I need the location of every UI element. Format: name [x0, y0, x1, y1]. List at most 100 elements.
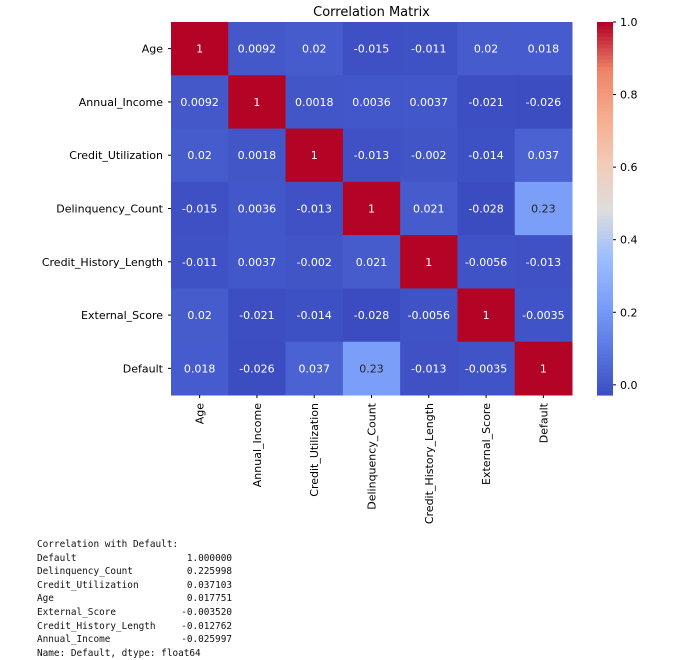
- cell-label: 0.02: [187, 309, 212, 322]
- heatmap-cell: [514, 128, 573, 183]
- row-value: 0.225998: [186, 566, 232, 578]
- cell-label: -0.013: [296, 203, 331, 216]
- heatmap-cell: [228, 75, 287, 130]
- heatmap-cell: [514, 181, 573, 236]
- cell-label: -0.0056: [465, 256, 507, 269]
- colorbar-segment: [597, 148, 613, 154]
- row-value: -0.012762: [181, 620, 232, 632]
- x-tick-label: Age: [194, 403, 207, 425]
- console-header: Correlation with Default:: [37, 539, 179, 550]
- heatmap-cell: [514, 288, 573, 343]
- heatmap-cell: [457, 75, 516, 130]
- colorbar-segment: [597, 376, 613, 381]
- heatmap-cell: [514, 341, 573, 396]
- x-tick-label: Credit_History_Length: [423, 403, 436, 524]
- x-tick-label: Credit_Utilization: [308, 403, 321, 497]
- colorbar-segment: [597, 271, 613, 277]
- colorbar-segment: [597, 130, 613, 135]
- colorbar-segment: [597, 368, 613, 374]
- cell-label: 1: [253, 96, 260, 109]
- cell-label: 1: [540, 362, 547, 375]
- colorbar-segment: [597, 215, 613, 221]
- colorbar-segment: [597, 77, 613, 83]
- cell-label: 0.02: [302, 43, 327, 56]
- colorbar-segment: [597, 320, 613, 325]
- colorbar-segment: [597, 383, 613, 389]
- colorbar-segment: [597, 208, 613, 213]
- cell-label: -0.013: [526, 256, 561, 269]
- heatmap-cell: [342, 181, 401, 236]
- colorbar-segment: [597, 89, 613, 94]
- colorbar-segment: [597, 44, 613, 49]
- colorbar-segment: [597, 193, 613, 198]
- heatmap-cell: [457, 181, 516, 236]
- colorbar-segment: [597, 118, 613, 124]
- cell-label: -0.0056: [408, 309, 450, 322]
- cell-label: 0.23: [531, 203, 556, 216]
- colorbar-segment: [597, 174, 613, 180]
- colorbar-tick-label: 0.2: [620, 306, 638, 319]
- colorbar-segment: [597, 29, 613, 34]
- colorbar-segment: [597, 96, 613, 101]
- colorbar-segment: [597, 63, 613, 68]
- heatmap-cell: [285, 181, 344, 236]
- colorbar-segment: [597, 22, 613, 27]
- colorbar-segment: [597, 204, 613, 210]
- x-tick-label: Default: [537, 402, 550, 443]
- cell-label: 0.0037: [410, 96, 449, 109]
- cell-label: 0.0092: [180, 96, 219, 109]
- heatmap-cell: [171, 288, 229, 343]
- cell-label: -0.028: [354, 309, 389, 322]
- heatmap-cell: [400, 288, 458, 343]
- colorbar-segment: [597, 234, 613, 239]
- heatmap-cell: [285, 128, 344, 183]
- row-name: Delinquency_Count: [37, 566, 133, 578]
- colorbar-segment: [597, 372, 613, 377]
- colorbar-segment: [597, 107, 613, 113]
- cell-label: -0.011: [411, 43, 446, 56]
- cell-label: 0.23: [359, 362, 384, 375]
- console-row: Credit_History_Length -0.012762: [37, 620, 232, 634]
- y-tick-label: Age: [142, 43, 164, 56]
- row-name: Credit_History_Length: [37, 620, 156, 632]
- cell-label: 1: [311, 149, 318, 162]
- cell-label: 0.02: [474, 43, 499, 56]
- colorbar-segment: [597, 152, 613, 157]
- heatmap-cell: [228, 128, 287, 183]
- cell-label: 0.037: [528, 149, 560, 162]
- colorbar-segment: [597, 361, 613, 366]
- heatmap-cell: [342, 22, 401, 76]
- cell-label: -0.002: [411, 149, 446, 162]
- colorbar-segment: [597, 70, 613, 75]
- colorbar-segment: [597, 327, 613, 333]
- y-tick-label: External_Score: [81, 309, 163, 322]
- colorbar-segment: [597, 253, 613, 258]
- colorbar-segment: [597, 66, 613, 72]
- colorbar-segment: [597, 25, 613, 31]
- row-value: 1.000000: [186, 552, 232, 564]
- heatmap-cell: [457, 288, 516, 343]
- heatmap-cell: [342, 128, 401, 183]
- colorbar-segment: [597, 346, 613, 351]
- colorbar-segment: [597, 242, 613, 247]
- heatmap-cell: [400, 341, 458, 396]
- cell-label: 0.0092: [238, 43, 277, 56]
- cell-label: -0.026: [239, 362, 274, 375]
- colorbar-segment: [597, 104, 613, 109]
- heatmap-cell: [400, 75, 458, 130]
- console-row: Default 1.000000: [37, 552, 232, 566]
- cell-label: -0.011: [182, 256, 217, 269]
- console-row: Delinquency_Count 0.225998: [37, 565, 232, 579]
- colorbar-segment: [597, 298, 613, 303]
- colorbar-segment: [597, 279, 613, 284]
- heatmap-cell: [400, 235, 458, 289]
- cell-label: -0.013: [411, 362, 446, 375]
- heatmap-cell: [228, 181, 287, 236]
- cell-label: 0.02: [187, 149, 212, 162]
- colorbar-segment: [597, 201, 613, 206]
- colorbar-segment: [597, 339, 613, 344]
- heatmap-cell: [342, 235, 401, 289]
- correlation-heatmap: Correlation Matrix 1 0.0092 0.02 -0.015 -0.0…: [42, 5, 638, 524]
- heatmap-cell: [171, 235, 229, 289]
- cell-label: -0.015: [354, 43, 389, 56]
